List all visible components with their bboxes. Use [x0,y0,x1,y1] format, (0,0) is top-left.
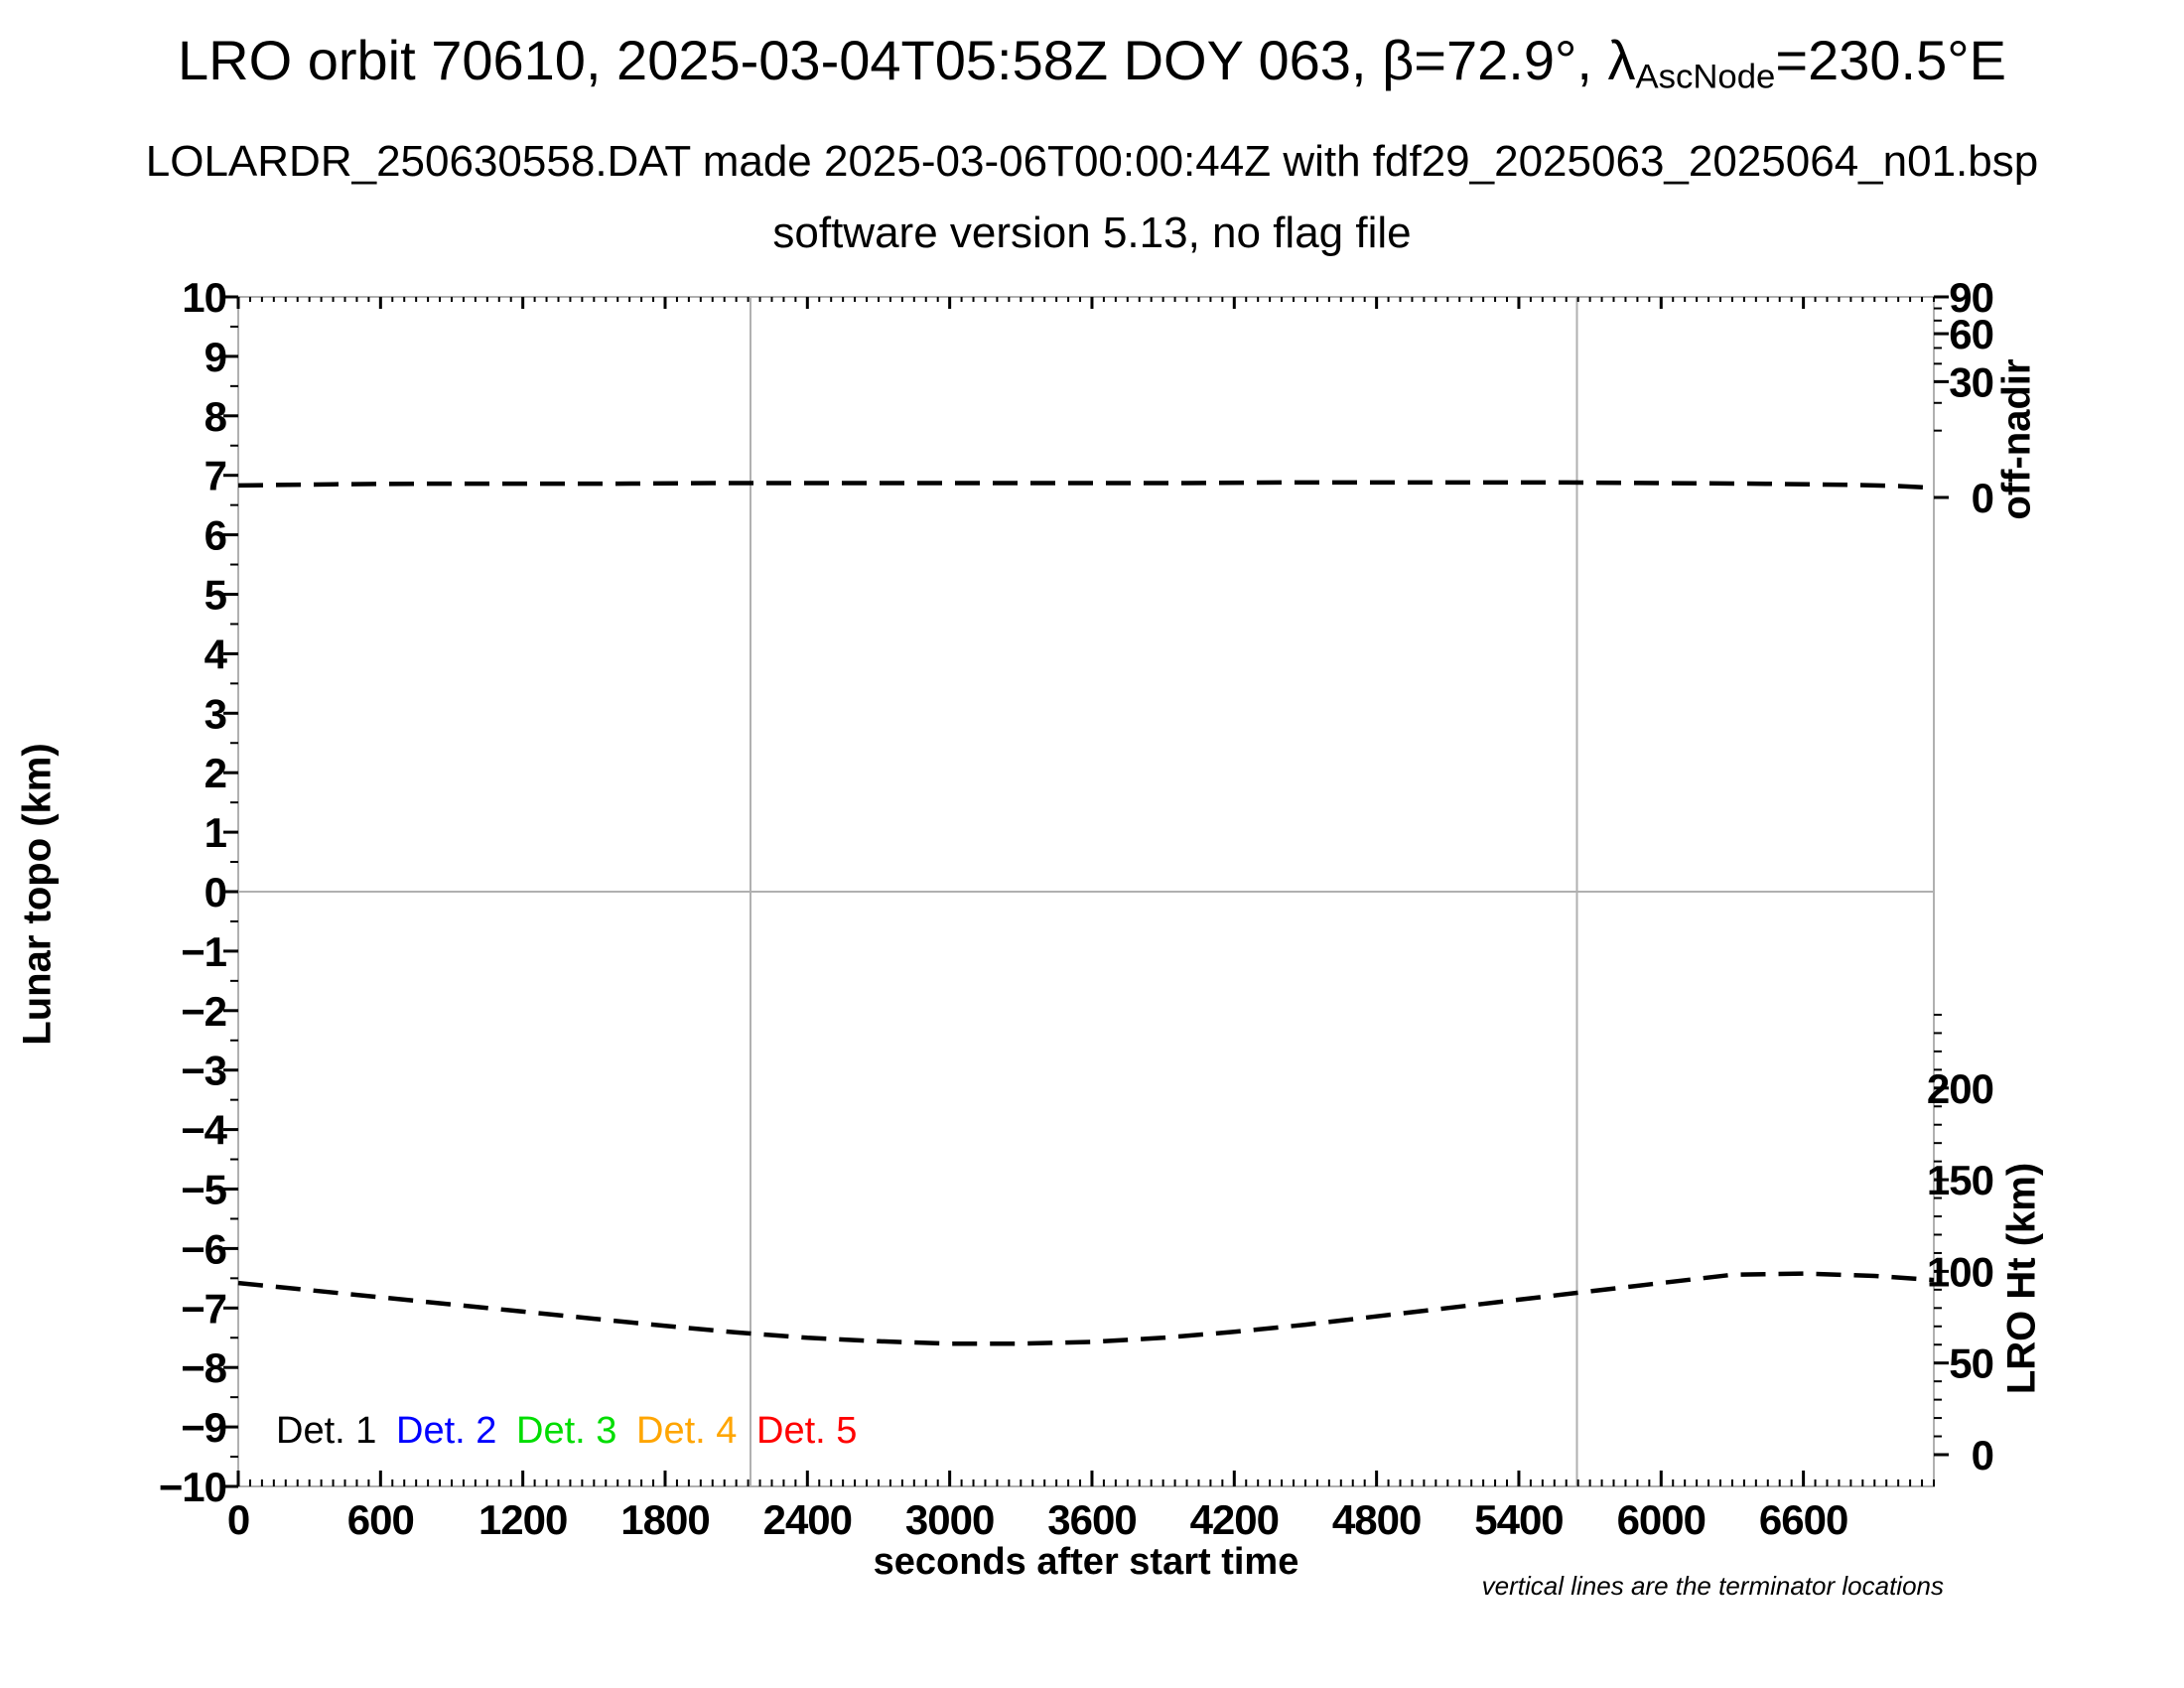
offnadir-tick-label: 90 [1949,274,1993,321]
ht-tick-label: 200 [1927,1065,1993,1112]
legend-item-det-3: Det. 3 [516,1410,617,1452]
left-tick-label: −9 [181,1404,226,1451]
left-tick-label: 2 [205,750,226,796]
left-tick-label: 5 [205,572,227,619]
left-tick-label: −4 [181,1107,228,1154]
x-tick-label: 6600 [1759,1496,1847,1543]
ht-tick-label: 50 [1949,1340,1993,1387]
left-tick-label: −1 [181,928,227,975]
x-tick-label: 0 [227,1496,249,1543]
x-tick-label: 600 [347,1496,414,1543]
left-tick-label: −7 [181,1285,226,1332]
left-tick-label: 0 [205,869,226,915]
offnadir-tick-label: 60 [1949,311,1993,357]
left-tick-label: 8 [205,393,227,440]
x-tick-label: 3000 [905,1496,994,1543]
offnadir-tick-label: 0 [1972,475,1993,521]
left-tick-label: −6 [181,1225,226,1272]
x-tick-label: 1200 [478,1496,567,1543]
right-axis-bottom-title: LRO Ht (km) [1999,1162,2044,1395]
x-tick-label: 5400 [1474,1496,1563,1543]
x-axis-title-text: seconds after start time [873,1541,1299,1583]
subtitle-software-version: software version 5.13, no flag file [772,209,1412,257]
x-axis-title: seconds after start time [0,1541,2184,1584]
ht-tick-label: 0 [1972,1432,1993,1478]
terminator-note: vertical lines are the terminator locati… [1481,1571,1944,1601]
left-tick-label: 3 [205,690,226,737]
off-nadir-curve [237,480,1935,491]
legend-item-det-1: Det. 1 [276,1410,377,1452]
left-tick-label: −2 [181,988,226,1035]
left-tick-label: −3 [181,1048,226,1094]
left-tick-label: 6 [205,512,226,559]
legend-item-det-4: Det. 4 [636,1410,738,1452]
x-tick-label: 4200 [1190,1496,1279,1543]
x-tick-label: 6000 [1617,1496,1706,1543]
lro-height-curve [237,1271,1935,1346]
left-tick-label: 9 [205,334,226,380]
x-tick-label: 1800 [620,1496,709,1543]
title-subscript: AscNode [1635,58,1776,96]
left-tick-label: −8 [181,1344,227,1391]
left-tick-label: 7 [205,453,226,499]
ht-tick-label: 150 [1927,1157,1993,1203]
subtitle-filename: LOLARDR_250630558.DAT made 2025-03-06T00… [145,137,2039,186]
left-tick-label: 10 [182,274,226,321]
left-axis-title: Lunar topo (km) [15,743,60,1046]
x-tick-label: 3600 [1047,1496,1136,1543]
legend-item-det-5: Det. 5 [756,1410,858,1452]
offnadir-tick-label: 30 [1949,358,1993,405]
ht-tick-label: 100 [1927,1248,1993,1295]
legend-item-det-2: Det. 2 [396,1410,497,1452]
left-tick-label: 4 [205,631,228,677]
title-suffix: =230.5°E [1775,29,2006,91]
left-tick-label: −5 [181,1167,227,1213]
right-axis-top-title: off-nadir [1994,358,2039,520]
x-tick-label: 4800 [1332,1496,1421,1543]
title-prefix: LRO orbit 70610, 2025-03-04T05:58Z DOY 0… [178,29,1636,91]
page-title: LRO orbit 70610, 2025-03-04T05:58Z DOY 0… [0,28,2184,97]
x-tick-label: 2400 [763,1496,852,1543]
left-tick-label: 1 [205,809,227,856]
left-tick-label: −10 [159,1464,226,1510]
